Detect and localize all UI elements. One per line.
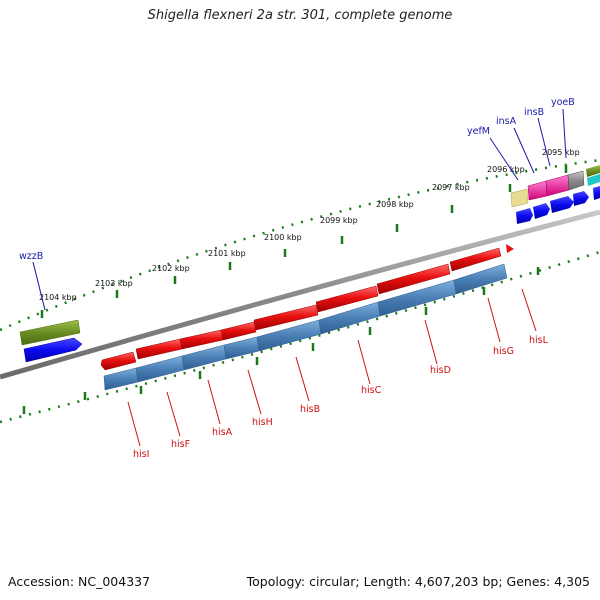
gene-label-hisC: hisC bbox=[361, 385, 382, 396]
feature-yefM-tan[interactable] bbox=[510, 188, 529, 208]
gene-label-yoeB: yoeB bbox=[551, 97, 575, 108]
feature-hisD-red[interactable] bbox=[376, 263, 451, 295]
gene-label-hisB: hisB bbox=[300, 404, 320, 415]
feature-blue-4[interactable] bbox=[573, 191, 589, 206]
feature-hisI-red[interactable] bbox=[100, 351, 137, 371]
upper-right-cluster bbox=[510, 165, 600, 224]
feature-hisH-red[interactable] bbox=[220, 321, 257, 341]
gene-label-hisG: hisG bbox=[493, 346, 514, 357]
feature-insB-magenta[interactable] bbox=[545, 174, 570, 197]
accession-text: Accession: NC_004337 bbox=[8, 574, 151, 589]
scale-ticks-inner bbox=[22, 267, 540, 414]
scale-labels: 2104 kbp 2103 kbp 2102 kbp 2101 kbp 2100… bbox=[39, 148, 580, 302]
gene-hisH-band[interactable] bbox=[223, 336, 260, 360]
scale-label: 2095 kbp bbox=[542, 148, 580, 157]
gene-label-wzzB: wzzB bbox=[19, 251, 43, 262]
gene-label-hisF: hisF bbox=[171, 439, 190, 450]
his-blue-band bbox=[103, 263, 508, 391]
scale-label: 2103 kbp bbox=[95, 279, 133, 288]
upper-gene-labels: wzzB yefM insA insB yoeB bbox=[19, 97, 575, 262]
feature-blue-1[interactable] bbox=[516, 208, 533, 224]
feature-teal-edge[interactable] bbox=[587, 174, 600, 186]
feature-wzzB-blue[interactable] bbox=[23, 337, 83, 363]
map-title: Shigella flexneri 2a str. 301, complete … bbox=[147, 8, 453, 23]
genome-backbone bbox=[0, 209, 600, 380]
feature-hisG-red[interactable] bbox=[449, 247, 502, 272]
gene-hisG-band[interactable] bbox=[453, 263, 508, 295]
gene-hisI-band[interactable] bbox=[103, 367, 139, 391]
lower-leaders bbox=[127, 288, 537, 447]
gene-label-hisD: hisD bbox=[430, 365, 451, 376]
gene-label-hisA: hisA bbox=[212, 427, 233, 438]
gene-label-hisH: hisH bbox=[252, 417, 273, 428]
feature-olive-edge[interactable] bbox=[586, 165, 600, 177]
scale-label: 2099 kbp bbox=[320, 216, 358, 225]
feature-hisA-red[interactable] bbox=[179, 329, 224, 350]
feature-blue-5[interactable] bbox=[593, 186, 600, 200]
gene-hisF-band[interactable] bbox=[135, 355, 185, 383]
feature-hisB-red[interactable] bbox=[253, 304, 319, 331]
feature-blue-3[interactable] bbox=[550, 196, 574, 213]
scale-label: 2097 kbp bbox=[432, 183, 470, 192]
feature-hisF-red[interactable] bbox=[135, 338, 183, 360]
gene-hisA-band[interactable] bbox=[181, 344, 227, 371]
gene-label-hisL: hisL bbox=[529, 335, 549, 346]
scale-label: 2098 kbp bbox=[376, 200, 414, 209]
inner-scale-ring bbox=[0, 250, 600, 424]
gene-label-hisI: hisI bbox=[133, 449, 149, 460]
scale-label: 2101 kbp bbox=[208, 249, 246, 258]
feature-hisL-marker[interactable] bbox=[506, 244, 514, 253]
gene-label-insB: insB bbox=[524, 107, 544, 118]
gene-label-insA: insA bbox=[496, 116, 517, 127]
outer-scale-ring bbox=[0, 158, 600, 332]
topology-summary: Topology: circular; Length: 4,607,203 bp… bbox=[246, 574, 590, 589]
upper-leaders bbox=[32, 108, 567, 311]
feature-hisC-red[interactable] bbox=[315, 285, 379, 313]
scale-ticks bbox=[40, 165, 568, 318]
his-red-features bbox=[100, 247, 502, 371]
scale-label: 2102 kbp bbox=[152, 264, 190, 273]
scale-label: 2096 kbp bbox=[487, 165, 525, 174]
gene-label-yefM: yefM bbox=[467, 126, 490, 137]
feature-yoeB-gray[interactable] bbox=[567, 170, 585, 191]
scale-label: 2104 kbp bbox=[39, 293, 77, 302]
feature-blue-2[interactable] bbox=[533, 203, 550, 219]
lower-gene-labels: hisI hisF hisA hisH hisB hisC hisD hisG … bbox=[133, 335, 549, 460]
scale-label: 2100 kbp bbox=[264, 233, 302, 242]
feature-insA-magenta[interactable] bbox=[527, 180, 548, 201]
feature-wzzB-olive[interactable] bbox=[19, 319, 81, 346]
